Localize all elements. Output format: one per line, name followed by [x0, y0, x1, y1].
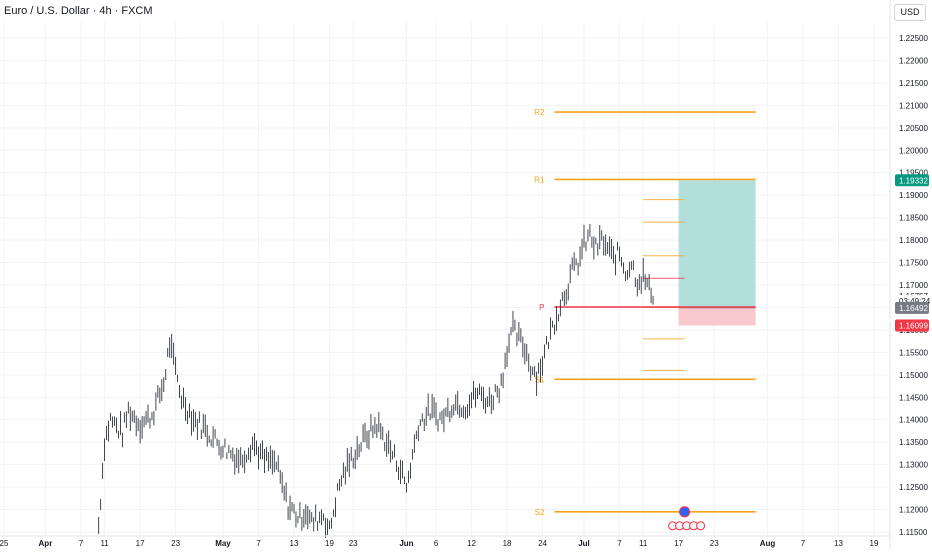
time-tick-label: 7 — [256, 539, 261, 548]
time-tick-label: 19 — [870, 539, 879, 548]
time-tick-label: 13 — [290, 539, 299, 548]
price-tick-label: 1.13000 — [899, 461, 928, 470]
price-tick-label: 1.11500 — [899, 528, 928, 537]
pivot-label-s1: S1 — [535, 375, 545, 384]
price-tick-label: 1.20000 — [899, 146, 928, 155]
price-tick-label: 1.20500 — [899, 124, 928, 133]
time-tick-label: Jul — [578, 539, 590, 548]
price-tick-label: 1.19000 — [899, 191, 928, 200]
time-tick-label: 24 — [538, 539, 547, 548]
price-label-bg — [895, 319, 929, 332]
price-tick-label: 1.18500 — [899, 214, 928, 223]
price-tick-label: 1.21000 — [899, 101, 928, 110]
time-tick-label: Aug — [760, 539, 776, 548]
price-tick-label: 1.14500 — [899, 393, 928, 402]
pivot-label-r1: R1 — [534, 175, 545, 184]
time-tick-label: 7 — [617, 539, 622, 548]
time-tick-label: 23 — [349, 539, 358, 548]
time-tick-label: 12 — [467, 539, 476, 548]
time-tick-label: 13 — [834, 539, 843, 548]
price-tick-label: 1.14000 — [899, 416, 928, 425]
time-tick-label: 23 — [171, 539, 180, 548]
time-tick-label: 7 — [79, 539, 84, 548]
price-tick-label: 1.15500 — [899, 348, 928, 357]
price-tick-label: 1.19500 — [899, 169, 928, 178]
time-tick-label: Jun — [399, 539, 413, 548]
price-label-bg — [895, 301, 929, 314]
pivot-label-r2: R2 — [534, 108, 545, 117]
position-loss-zone — [678, 307, 756, 326]
chart-title: Euro / U.S. Dollar · 4h · FXCM — [4, 5, 153, 17]
price-tick-label: 1.12000 — [899, 506, 928, 515]
event-marker — [679, 506, 691, 518]
time-tick-label: 11 — [639, 539, 648, 548]
pivot-label-s2: S2 — [535, 508, 545, 517]
price-tick-label: 1.22000 — [899, 56, 928, 65]
price-label: 1.19332 — [899, 176, 928, 185]
time-tick-label: 25 — [0, 539, 9, 548]
price-tick-label: 1.22500 — [899, 34, 928, 43]
position-profit-zone — [678, 180, 756, 308]
price-tick-label: 1.15000 — [899, 371, 928, 380]
time-tick-label: May — [215, 539, 231, 548]
price-tick-label: 1.17500 — [899, 259, 928, 268]
price-tick-label: 1.18000 — [899, 236, 928, 245]
price-label: 1.16099 — [899, 321, 928, 330]
time-tick-label: 6 — [434, 539, 439, 548]
price-tick-label: 1.21500 — [899, 79, 928, 88]
time-tick-label: 17 — [136, 539, 145, 548]
price-label: 1.16492 — [899, 304, 928, 313]
time-tick-label: 18 — [503, 539, 512, 548]
price-series — [98, 223, 654, 538]
time-tick-label: Apr — [39, 539, 53, 548]
currency-button[interactable]: USD — [894, 4, 926, 21]
time-tick-label: 17 — [674, 539, 683, 548]
price-label: 03:49:24 — [899, 297, 931, 306]
time-tick-label: 11 — [100, 539, 109, 548]
price-tick-label: 1.12500 — [899, 483, 928, 492]
price-tick-label: 1.17000 — [899, 281, 928, 290]
time-tick-label: 23 — [710, 539, 719, 548]
event-marker-small — [696, 521, 706, 531]
price-tick-label: 1.13500 — [899, 438, 928, 447]
price-label-bg — [895, 174, 929, 187]
time-tick-label: 19 — [325, 539, 334, 548]
price-axis-bg — [890, 0, 932, 550]
time-tick-label: 7 — [801, 539, 806, 548]
pivot-label-p: P — [539, 303, 544, 312]
